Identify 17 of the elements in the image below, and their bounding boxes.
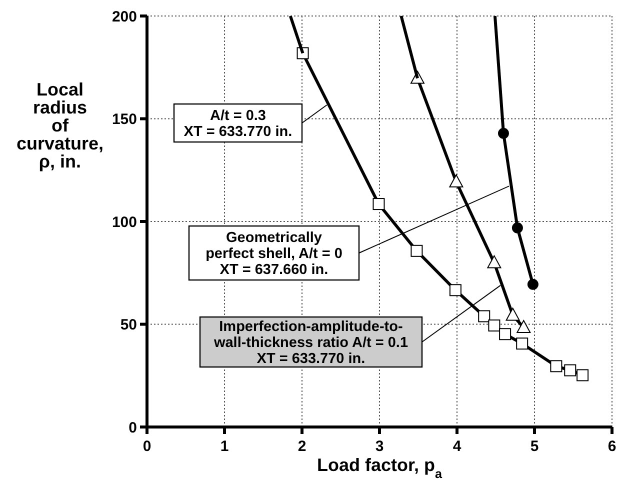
y-tick-label: 0	[128, 419, 137, 436]
x-tick-label: 5	[530, 438, 539, 455]
x-tick-label: 6	[608, 438, 616, 455]
y-tick-label: 100	[112, 214, 137, 231]
x-tick-label: 4	[452, 438, 462, 455]
y-axis-title: Local radius of curvature, ρ, in.	[16, 79, 104, 172]
annotation: Imperfection-amplitude-to- wall-thickness ratio A/t = 0.1 XT = 633.770 in.	[212, 319, 408, 368]
annotation: A/t = 0.3 XT = 633.770 in.	[184, 108, 292, 140]
y-tick-label: 50	[120, 316, 137, 334]
y-tick-label: 200	[112, 8, 137, 26]
x-tick-label: 1	[220, 438, 229, 455]
x-tick-label: 3	[375, 438, 384, 455]
x-tick-label: 2	[298, 438, 306, 455]
x-axis-title: Load factor, p$_{a}$	[316, 455, 443, 481]
x-tick-label: 0	[142, 438, 152, 455]
annotation: Geometrically perfect shell, A/t = 0 XT = 637.660 in.	[206, 230, 342, 278]
y-tick-label: 150	[112, 111, 137, 128]
